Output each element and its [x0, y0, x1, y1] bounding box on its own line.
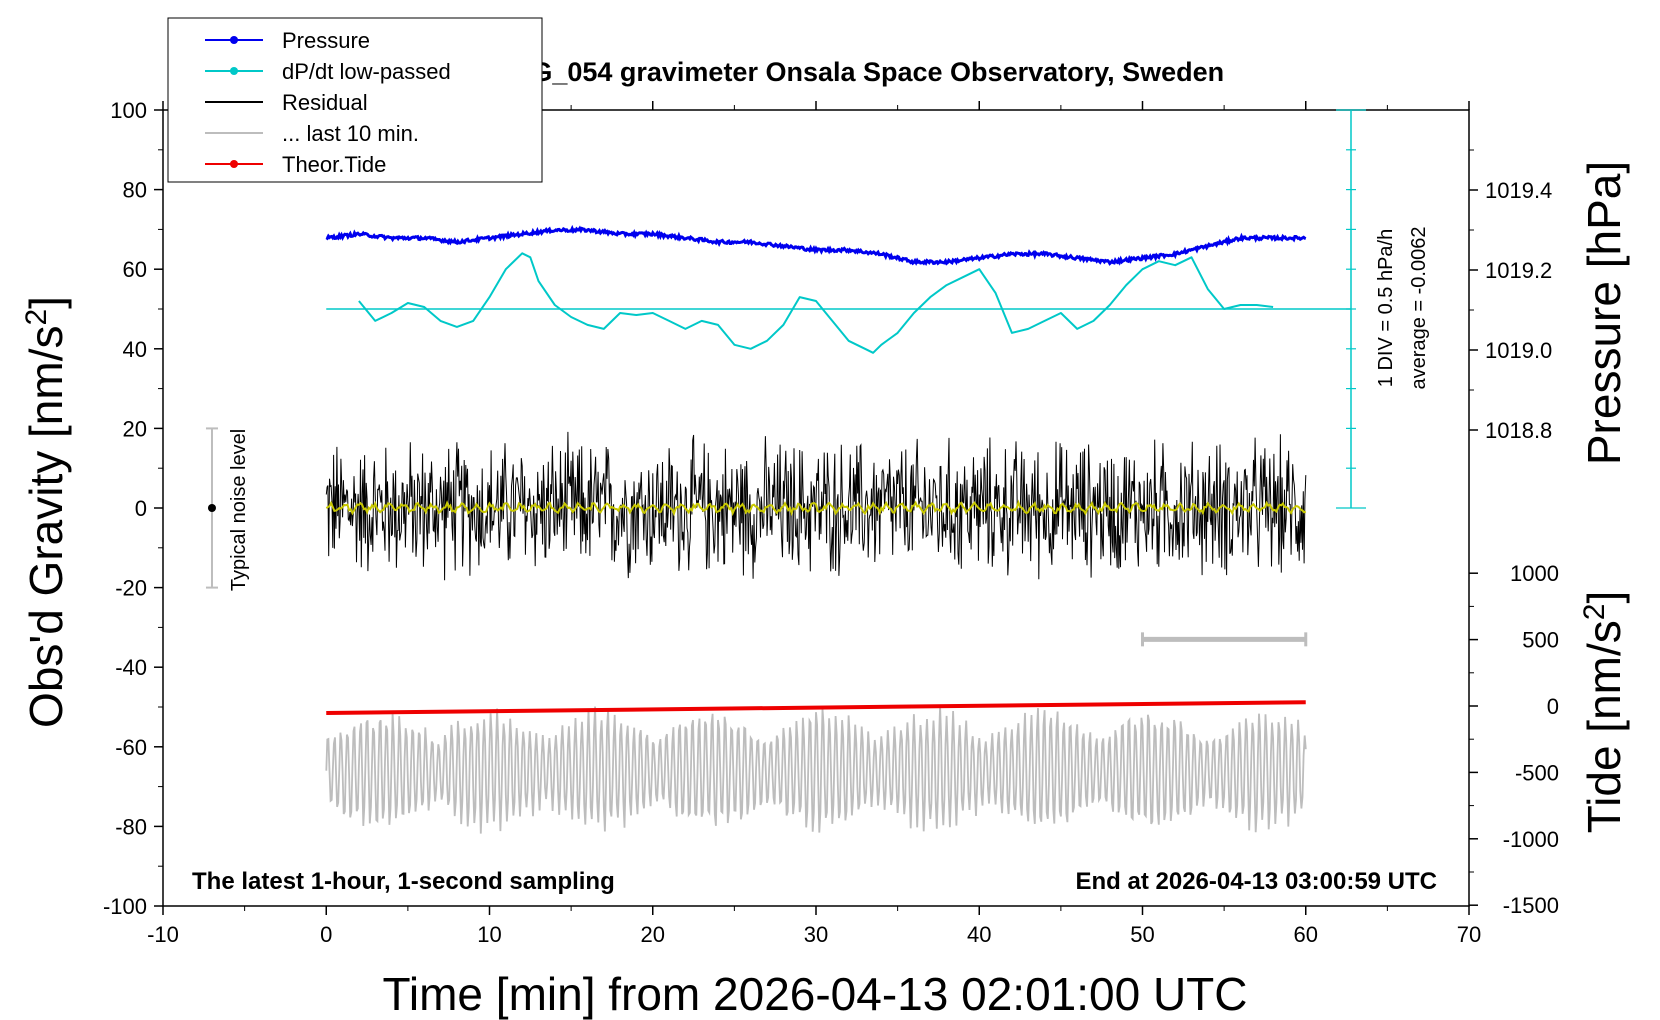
- pressure-series-line: [325, 224, 1307, 266]
- y-left-tick-label: -20: [115, 576, 147, 601]
- y-left-tick-label: 100: [110, 98, 147, 123]
- y-left-axis-title: Obs'd Gravity [nm/s2]: [20, 296, 72, 728]
- tide-tick-label: -1500: [1503, 893, 1559, 918]
- dpdt-average-label: average = -0.0062: [1408, 227, 1430, 390]
- last-10-min-line: [325, 705, 1307, 834]
- tide-tick-label: -500: [1515, 760, 1559, 785]
- noise-bar-dot: [207, 504, 216, 512]
- dpdt-reference: [326, 109, 1366, 509]
- x-tick-label: 10: [477, 922, 501, 947]
- x-tick-label: 60: [1294, 922, 1318, 947]
- axes: -10 0 10 20 30 40 50 60 70100806040200-20-40-60-…: [103, 98, 1559, 947]
- tide-tick-label: -1000: [1503, 827, 1559, 852]
- chart-title: SCG_054 gravimeter Onsala Space Observat…: [494, 57, 1224, 87]
- y-right-pressure-title: Pressure [hPa]: [1578, 161, 1630, 465]
- dpdt-series-line: [358, 252, 1274, 354]
- tide-tick-label: 1000: [1510, 561, 1559, 586]
- y-left-tick-label: 80: [123, 178, 147, 203]
- noise-label: Typical noise level: [228, 429, 250, 591]
- legend: Pressure dP/dt low-passed Residual ... last…: [167, 17, 543, 183]
- pressure-tick-label: 1019.4: [1485, 178, 1552, 203]
- x-tick-label: 50: [1130, 922, 1154, 947]
- footer-left: The latest 1-hour, 1-second sampling: [192, 868, 615, 895]
- y-left-tick-label: 60: [123, 257, 147, 282]
- y-left-tick-label: -40: [115, 655, 147, 680]
- legend-swatch-marker: [230, 36, 238, 44]
- x-tick-label: 30: [804, 922, 828, 947]
- theor-tide-line: [326, 700, 1306, 715]
- x-tick-label: -10: [147, 922, 179, 947]
- residual-smoothed-line: [325, 499, 1307, 517]
- pressure-tick-label: 1019.0: [1485, 338, 1552, 363]
- dpdt-scale-label: 1 DIV = 0.5 hPa/h: [1375, 229, 1397, 387]
- legend-entry-label: ... last 10 min.: [282, 121, 419, 146]
- x-tick-label: 20: [641, 922, 665, 947]
- x-axis-title: Time [min] from 2026-04-13 02:01:00 UTC: [383, 968, 1248, 1020]
- legend-box: [167, 17, 543, 183]
- legend-swatch-marker: [230, 67, 238, 75]
- noise-bar: [205, 427, 218, 589]
- y-left-tick-label: -100: [103, 894, 147, 919]
- legend-entry-label: Pressure: [282, 28, 370, 53]
- y-right-tide-title: Tide [nm/s2]: [1578, 591, 1630, 834]
- legend-entry-label: Theor.Tide: [282, 152, 386, 177]
- pressure-tick-label: 1018.8: [1485, 418, 1552, 443]
- y-left-tick-label: 40: [123, 337, 147, 362]
- y-left-tick-label: -60: [115, 735, 147, 760]
- residual-series-line: [325, 431, 1307, 581]
- legend-entry-label: Residual: [282, 90, 368, 115]
- tide-tick-label: 500: [1522, 628, 1559, 653]
- y-left-tick-label: 0: [135, 496, 147, 521]
- x-tick-label: 70: [1457, 922, 1481, 947]
- series: [325, 224, 1308, 834]
- x-tick-label: 0: [320, 922, 332, 947]
- footer-right: End at 2026-04-13 03:00:59 UTC: [1076, 868, 1438, 895]
- y-left-tick-label: 20: [123, 416, 147, 441]
- tide-tick-label: 0: [1547, 694, 1559, 719]
- x-tick-label: 40: [967, 922, 991, 947]
- legend-swatch-marker: [230, 160, 238, 168]
- legend-entry-label: dP/dt low-passed: [282, 59, 451, 84]
- pressure-tick-label: 1019.2: [1485, 258, 1552, 283]
- y-left-tick-label: -80: [115, 814, 147, 839]
